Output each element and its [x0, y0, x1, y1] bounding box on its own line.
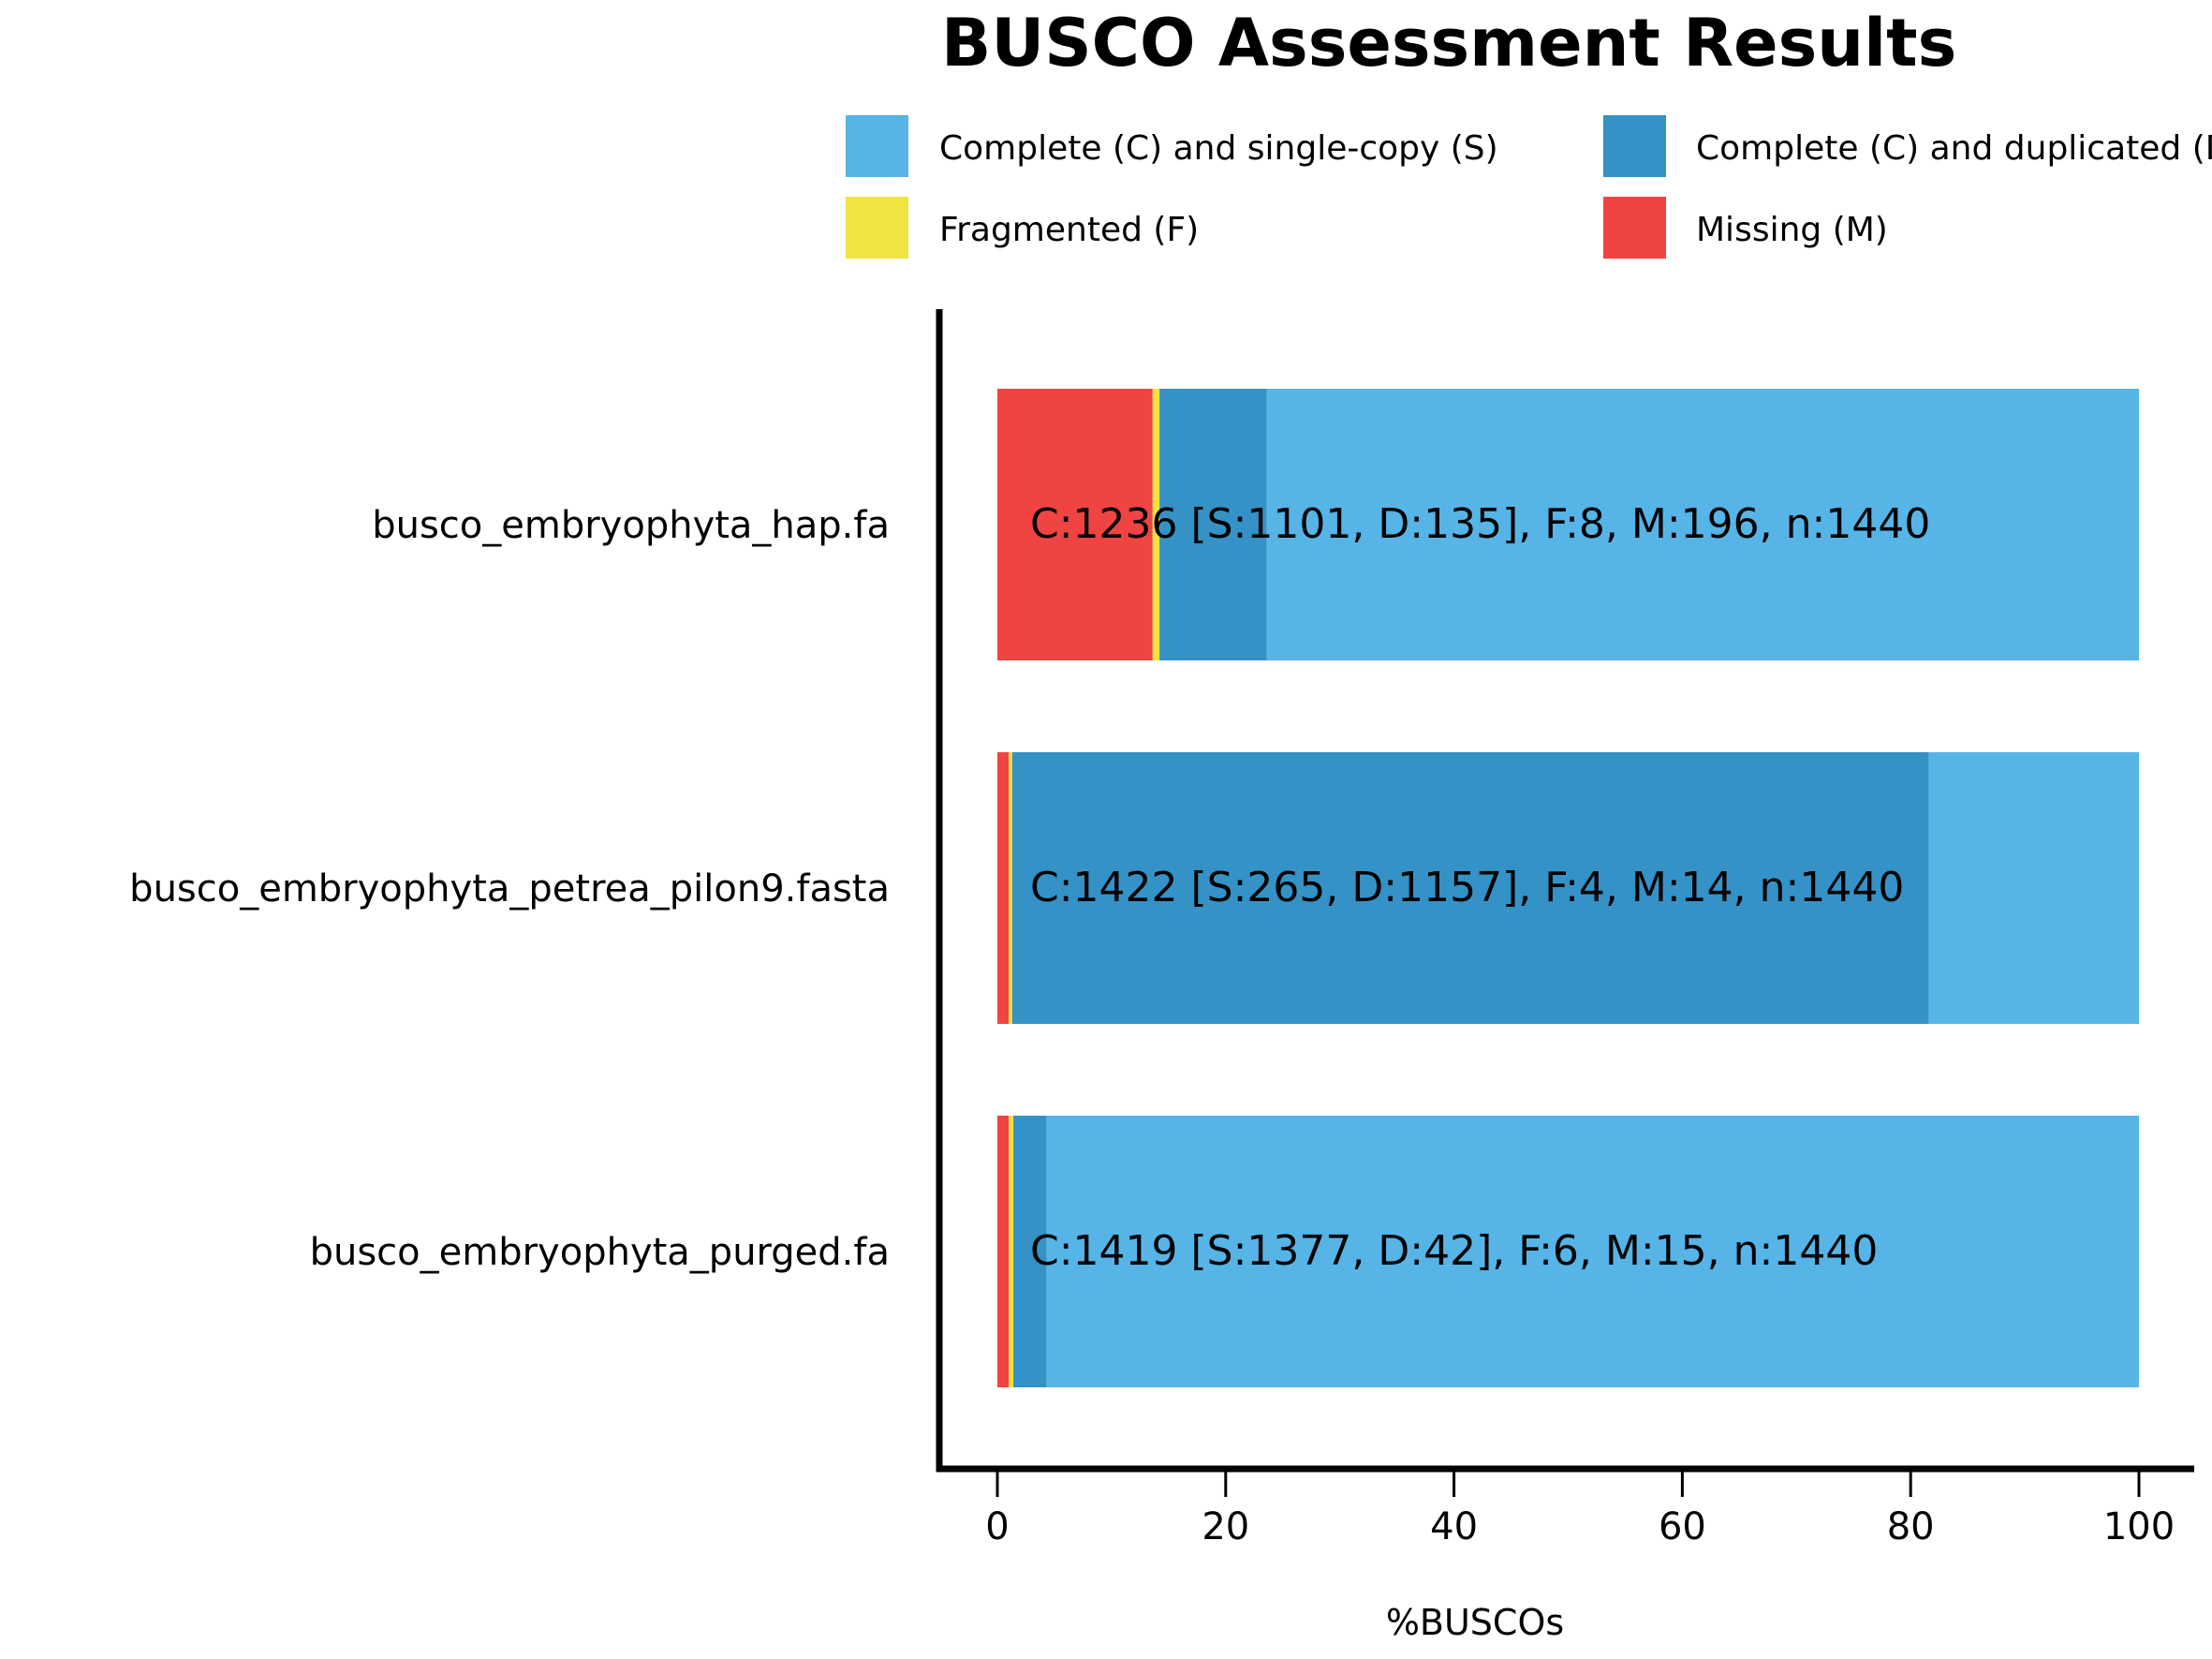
bar-1-2 — [1011, 752, 1929, 1024]
y-tick-label-0: busco_embryophyta_hap.fa — [372, 504, 890, 547]
legend-label-2: Fragmented (F) — [939, 211, 1199, 249]
bar-annotation-1: C:1422 [S:265, D:1157], F:4, M:14, n:144… — [1030, 864, 1904, 911]
bar-2-1 — [1009, 1116, 1014, 1387]
bar-1-1 — [1009, 752, 1012, 1024]
legend-label-1: Complete (C) and duplicated (D) — [1696, 129, 2212, 168]
legend-swatch-1 — [1603, 115, 1666, 177]
x-axis-label: %BUSCOs — [1386, 1602, 1564, 1643]
bar-2-3 — [1046, 1116, 2139, 1387]
bar-0-3 — [1266, 389, 2139, 660]
x-tick-label-3: 60 — [1659, 1505, 1706, 1548]
x-tick-label-2: 40 — [1430, 1505, 1478, 1548]
legend-swatch-3 — [1603, 197, 1666, 259]
bar-2-2 — [1013, 1116, 1047, 1387]
x-tick-label-5: 100 — [2103, 1505, 2175, 1548]
bar-0-0 — [997, 389, 1153, 660]
y-tick-label-2: busco_embryophyta_purged.fa — [310, 1231, 890, 1274]
legend-swatch-2 — [846, 197, 908, 259]
bar-0-2 — [1159, 389, 1267, 660]
bar-1-0 — [997, 752, 1010, 1024]
legend-label-0: Complete (C) and single-copy (S) — [939, 129, 1498, 168]
x-tick-label-4: 80 — [1887, 1505, 1935, 1548]
x-tick-label-0: 0 — [985, 1505, 1009, 1548]
bar-annotation-0: C:1236 [S:1101, D:135], F:8, M:196, n:14… — [1030, 500, 1930, 548]
y-tick-label-1: busco_embryophyta_petrea_pilon9.fasta — [129, 867, 890, 911]
bar-2-0 — [997, 1116, 1010, 1387]
x-tick-label-1: 20 — [1202, 1505, 1249, 1548]
legend-label-3: Missing (M) — [1696, 211, 1888, 249]
chart-title: BUSCO Assessment Results — [941, 5, 1956, 81]
legend-swatch-0 — [846, 115, 908, 177]
bar-1-3 — [1928, 752, 2139, 1024]
bar-0-1 — [1152, 389, 1160, 660]
bar-annotation-2: C:1419 [S:1377, D:42], F:6, M:15, n:1440 — [1030, 1227, 1878, 1275]
